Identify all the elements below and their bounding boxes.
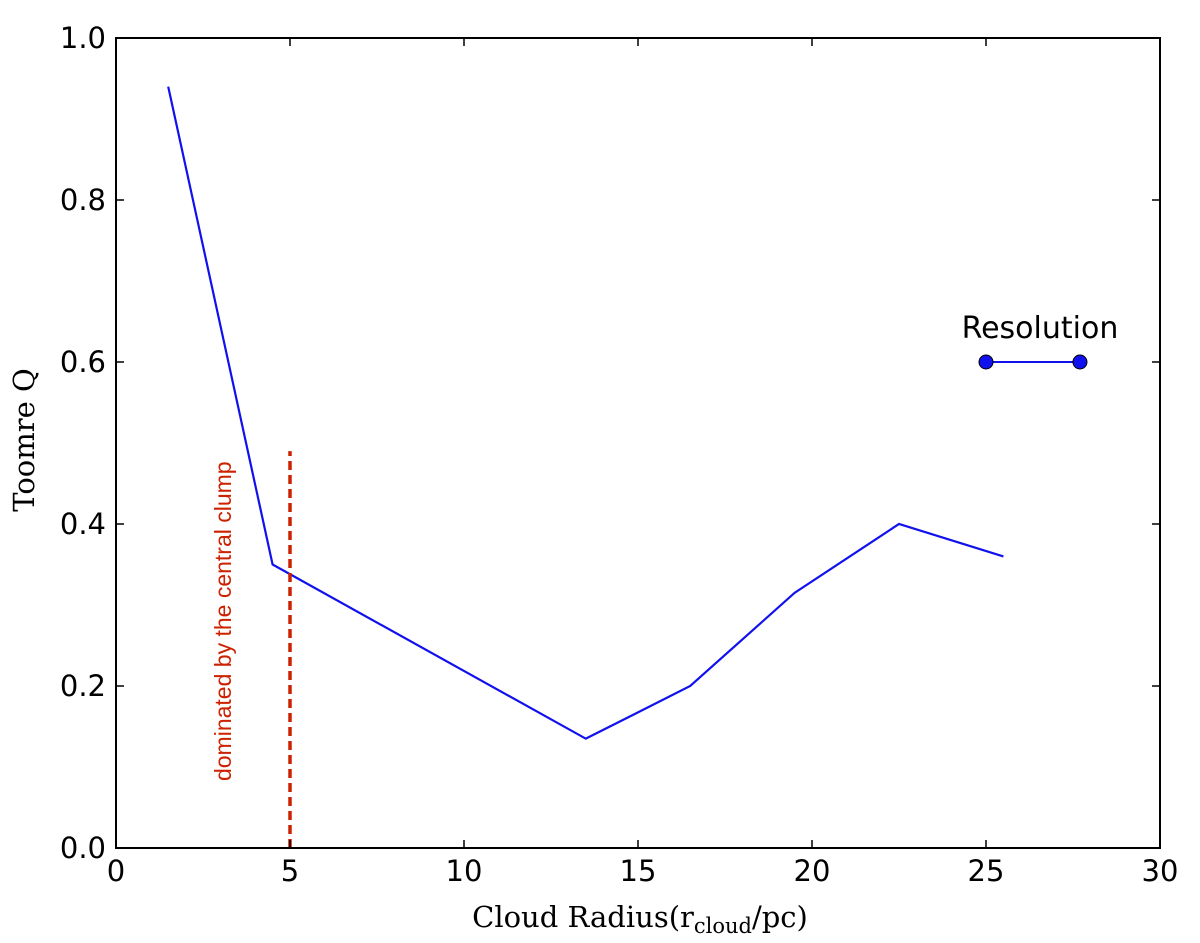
y-tick-label: 0.6 — [60, 345, 106, 379]
x-tick-label: 0 — [107, 854, 125, 888]
x-axis-label-main: Cloud Radius(r — [472, 900, 694, 934]
axis-ticks: 0 5 10 15 20 25 30 0.0 0.2 0.4 0.6 0.8 1.0 — [60, 21, 1179, 888]
y-tick-label: 0.4 — [60, 507, 106, 541]
x-axis-label-tail: /pc) — [752, 900, 808, 934]
annotation-text: dominated by the central clump — [210, 461, 236, 781]
x-axis-label: Cloud Radius(rcloud/pc) — [472, 900, 808, 938]
x-tick-label: 10 — [446, 854, 483, 888]
x-tick-label: 5 — [281, 854, 299, 888]
y-tick-label: 1.0 — [60, 21, 106, 55]
x-tick-label: 20 — [794, 854, 831, 888]
series-line-0 — [167, 86, 1004, 740]
y-axis-label: Toomre Q — [7, 368, 41, 512]
y-tick-label: 0.8 — [60, 183, 106, 217]
y-tick-label: 0.0 — [60, 831, 106, 865]
plot-frame — [115, 37, 1161, 849]
x-axis-label-sub: cloud — [694, 914, 752, 938]
x-tick-label: 15 — [620, 854, 657, 888]
y-tick-label: 0.2 — [60, 669, 106, 703]
resolution-dot-right — [1072, 354, 1088, 370]
x-tick-label: 25 — [968, 854, 1005, 888]
x-tick-label: 30 — [1142, 854, 1179, 888]
plot-area: dominated by the central clump Resolution — [167, 86, 1119, 848]
resolution-label: Resolution — [962, 311, 1119, 346]
resolution-dot-left — [978, 354, 994, 370]
